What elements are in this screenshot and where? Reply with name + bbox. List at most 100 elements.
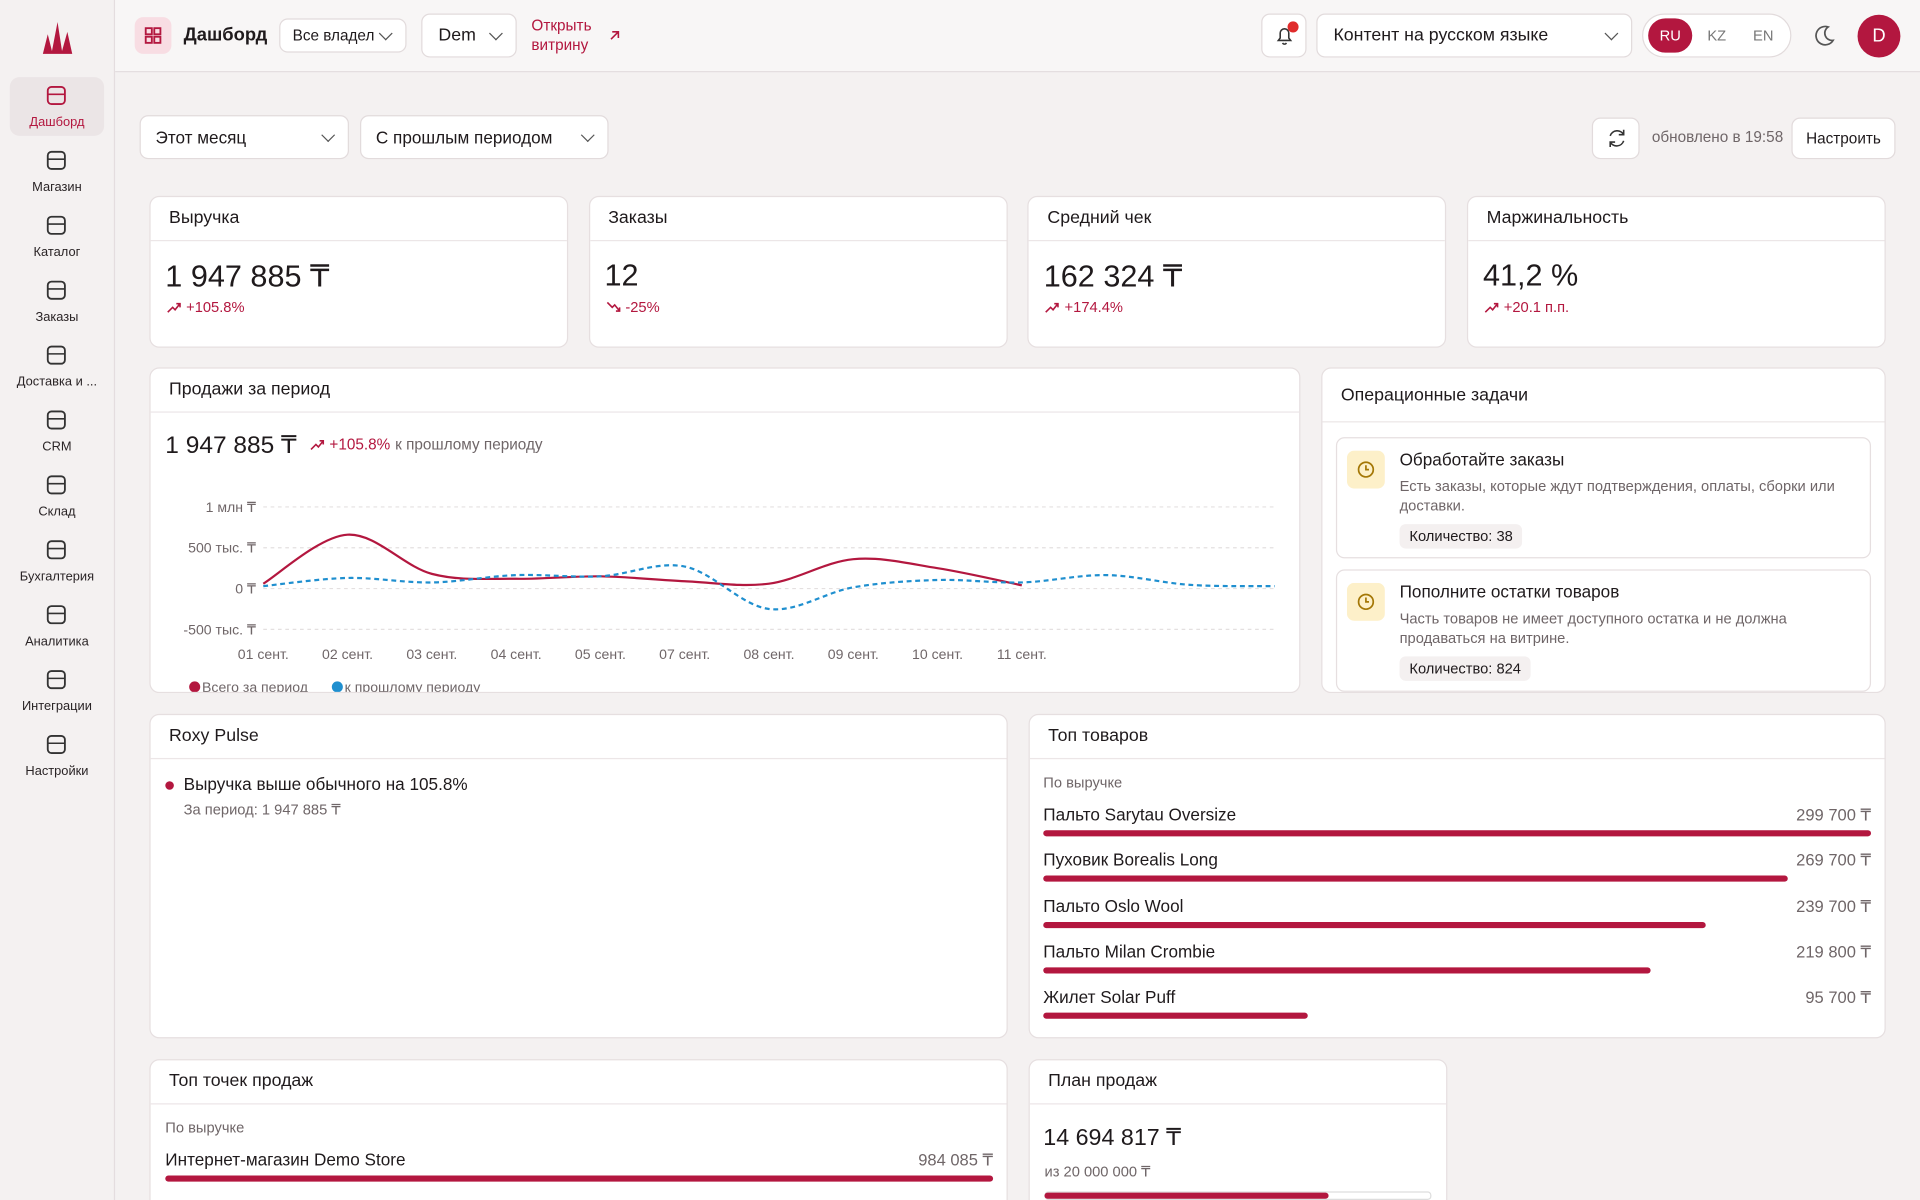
card-subtitle: По выручке bbox=[165, 1119, 245, 1137]
row-name: Пуховик Borealis Long bbox=[1043, 850, 1218, 870]
theme-toggle[interactable] bbox=[1812, 23, 1836, 47]
language-option[interactable]: EN bbox=[1753, 26, 1774, 45]
nav-label: Склад bbox=[38, 504, 76, 520]
compare-text: С прошлым периодом bbox=[375, 127, 553, 147]
nav-item[interactable]: Интеграции bbox=[10, 661, 104, 720]
row-bar bbox=[1043, 921, 1706, 928]
legend-marker bbox=[331, 681, 343, 692]
nav-item[interactable]: Аналитика bbox=[10, 596, 104, 655]
sales-card: Продажи за период 1 947 885 ₸ +105.8% к … bbox=[149, 367, 1301, 694]
nav-item[interactable]: Заказы bbox=[10, 272, 104, 331]
sales-change: +105.8% к прошлому периоду bbox=[310, 436, 543, 453]
nav-label: Заказы bbox=[35, 309, 79, 325]
kpi-value: 12 bbox=[604, 258, 639, 293]
row-bar bbox=[1043, 1012, 1308, 1020]
nav-item[interactable]: Магазин bbox=[10, 142, 104, 201]
icon-shape bbox=[46, 215, 66, 235]
nav-item[interactable]: Настройки bbox=[10, 726, 104, 785]
legend-label[interactable]: к прошлому периоду bbox=[345, 679, 482, 693]
kpi-title: Маржинальность bbox=[1468, 197, 1885, 242]
open-store-link[interactable]: Открыть витрину bbox=[531, 17, 592, 54]
pulse-card: Roxy Pulse Выручка выше обычного на 105.… bbox=[149, 713, 1008, 1039]
card-title: Продажи за период bbox=[150, 369, 1300, 413]
plan-progress bbox=[1044, 1192, 1329, 1199]
kpi-change-value: -25% bbox=[625, 298, 660, 316]
store-select[interactable]: Dem bbox=[421, 13, 517, 58]
avatar[interactable]: D bbox=[1857, 14, 1901, 58]
task-count: Количество: 824 bbox=[1399, 656, 1531, 681]
icon-shape bbox=[1357, 593, 1375, 611]
nav-icon bbox=[46, 345, 66, 365]
task-icon bbox=[1346, 582, 1385, 621]
period-select[interactable]: Этот месяц bbox=[139, 115, 349, 160]
icon-shape bbox=[46, 670, 66, 690]
trend-arrow bbox=[1045, 302, 1060, 313]
tasks-card: Операционные задачи Обработайте заказы Ес… bbox=[1321, 367, 1886, 694]
x-tick-label: 08 сент. bbox=[743, 646, 794, 662]
sales-chart: 1 млн ₸ 500 тыс. ₸ 0 ₸ -500 тыс. ₸ 01 сент. 0… bbox=[183, 499, 1275, 693]
plan-value: 14 694 817 ₸ bbox=[1043, 1125, 1181, 1152]
kpi-change: -25% bbox=[606, 299, 660, 316]
plan-target: из 20 000 000 ₸ bbox=[1044, 1163, 1151, 1181]
owner-select[interactable]: Все владел bbox=[279, 18, 407, 53]
notifications[interactable] bbox=[1261, 13, 1307, 58]
top-points-card: Топ точек продаж По выручке Интернет-маг… bbox=[149, 1059, 1008, 1200]
icon-shape bbox=[46, 410, 66, 430]
card-title: Операционные задачи bbox=[1322, 369, 1885, 423]
kpi-title: Выручка bbox=[150, 197, 567, 242]
row-value: 984 085 ₸ bbox=[918, 1151, 994, 1170]
content-language-select[interactable]: Контент на русском языке bbox=[1316, 13, 1633, 58]
kpi-change: +174.4% bbox=[1045, 299, 1123, 316]
card-title: Топ товаров bbox=[1029, 715, 1885, 760]
nav-icon bbox=[46, 735, 66, 754]
row-name: Пальто Sarytau Oversize bbox=[1043, 804, 1237, 825]
icon-shape bbox=[46, 150, 66, 170]
icon-shape bbox=[46, 540, 66, 560]
card-subtitle: По выручке bbox=[1043, 773, 1123, 792]
task-title: Обработайте заказы bbox=[1399, 449, 1565, 469]
kpi-change-value: +174.4% bbox=[1064, 298, 1123, 316]
nav-label: Магазин bbox=[32, 180, 82, 195]
owner-select-text: Все владел bbox=[292, 26, 375, 45]
task-title: Пополните остатки товаров bbox=[1399, 581, 1620, 602]
nav-icon bbox=[46, 410, 66, 430]
card-title: Roxy Pulse bbox=[150, 715, 1007, 760]
pulse-text: Выручка выше обычного на 105.8% bbox=[183, 773, 468, 794]
language-option[interactable]: RU bbox=[1648, 18, 1693, 53]
trend-arrow bbox=[606, 301, 621, 312]
kpi-change-value: +105.8% bbox=[186, 298, 245, 316]
x-tick-label: 11 сент. bbox=[997, 646, 1047, 662]
x-tick-label: 07 сент. bbox=[659, 646, 710, 662]
nav-item[interactable]: CRM bbox=[10, 402, 104, 461]
compare-select[interactable]: С прошлым периодом bbox=[360, 115, 609, 160]
nav-icon bbox=[46, 280, 66, 300]
row-bar bbox=[165, 1175, 994, 1182]
nav-item[interactable]: Каталог bbox=[10, 207, 104, 266]
content-language-text: Контент на русском языке bbox=[1333, 25, 1549, 46]
page-title: Дашборд bbox=[183, 24, 268, 46]
nav-item[interactable]: Склад bbox=[10, 467, 104, 526]
x-tick-label: 01 сент. bbox=[238, 646, 289, 662]
task-text: Есть заказы, которые ждут подтверждения,… bbox=[1399, 477, 1835, 515]
refresh-button[interactable] bbox=[1591, 117, 1640, 160]
nav-label: Интеграции bbox=[21, 699, 92, 714]
icon-shape bbox=[46, 280, 66, 300]
card-title: Топ точек продаж bbox=[150, 1060, 1007, 1105]
row-bar bbox=[1043, 967, 1651, 974]
nav-item[interactable]: Дашборд bbox=[9, 77, 105, 136]
nav-item[interactable]: Доставка и ... bbox=[10, 337, 104, 396]
configure-button[interactable]: Настроить bbox=[1791, 117, 1896, 160]
nav-icon bbox=[46, 150, 66, 170]
legend-label[interactable]: Всего за период bbox=[202, 679, 308, 693]
sidebar: Дашборд Магазин Каталог Заказы Доставка и ..… bbox=[0, 0, 116, 1200]
language-option[interactable]: KZ bbox=[1707, 26, 1727, 45]
trend-icon bbox=[1045, 302, 1060, 313]
trend-icon bbox=[167, 302, 181, 313]
kpi-title: Средний чек bbox=[1029, 197, 1446, 242]
nav-icon bbox=[46, 86, 66, 105]
nav-item[interactable]: Бухгалтерия bbox=[10, 531, 104, 590]
kpi-change-value: +20.1 п.п. bbox=[1503, 298, 1570, 316]
store-select-text: Dem bbox=[438, 25, 476, 46]
row-value: 95 700 ₸ bbox=[1805, 988, 1872, 1007]
x-tick-label: 02 сент. bbox=[322, 646, 373, 662]
